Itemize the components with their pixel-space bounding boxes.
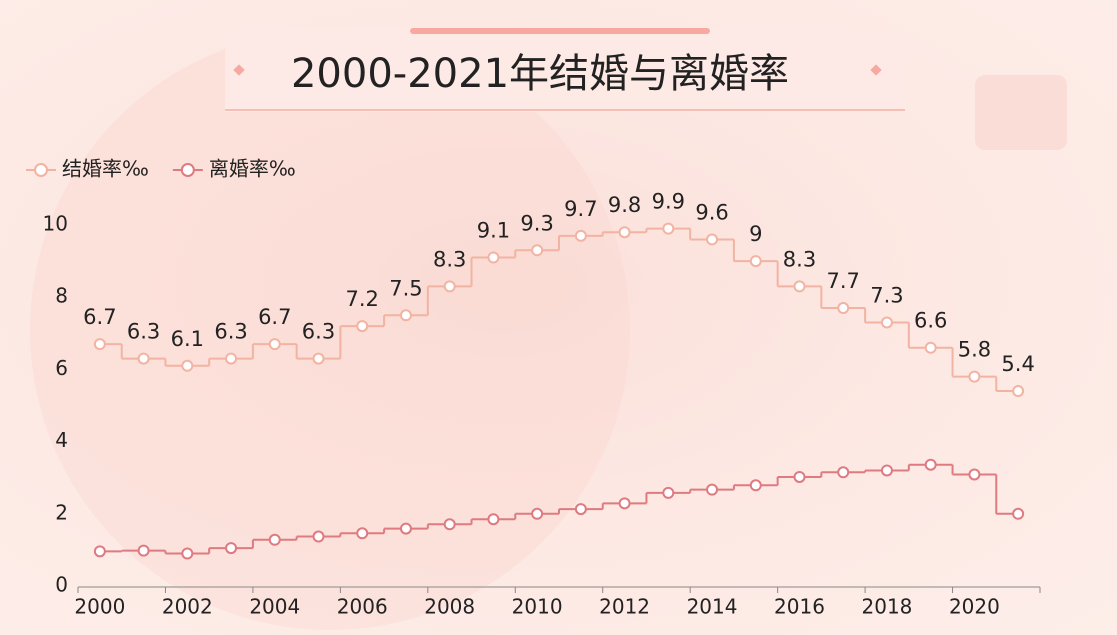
point bbox=[399, 522, 412, 535]
point bbox=[880, 316, 893, 329]
title-accent bbox=[410, 28, 710, 34]
point bbox=[312, 352, 325, 365]
y-tick-label: 6 bbox=[55, 356, 68, 380]
point bbox=[487, 513, 500, 526]
data-label: 5.8 bbox=[958, 338, 991, 362]
point bbox=[924, 341, 937, 354]
point bbox=[880, 464, 893, 477]
x-tick-label: 2008 bbox=[424, 595, 475, 619]
x-tick-label: 2018 bbox=[862, 595, 913, 619]
point bbox=[443, 518, 456, 531]
point bbox=[837, 466, 850, 479]
point bbox=[312, 530, 325, 543]
point bbox=[924, 458, 937, 471]
chart-title: 2000-2021年结婚与离婚率 bbox=[291, 51, 789, 97]
data-label: 5.4 bbox=[1001, 352, 1034, 376]
y-tick-label: 4 bbox=[55, 428, 68, 452]
data-label: 6.1 bbox=[171, 327, 204, 351]
data-label: 6.6 bbox=[914, 309, 947, 333]
data-label: 9.3 bbox=[520, 211, 553, 235]
data-label: 7.3 bbox=[870, 283, 903, 307]
point bbox=[181, 359, 194, 372]
point bbox=[93, 338, 106, 351]
x-tick-label: 2012 bbox=[599, 595, 650, 619]
y-tick-label: 10 bbox=[43, 212, 68, 236]
point bbox=[968, 468, 981, 481]
data-label: 9.9 bbox=[652, 190, 685, 214]
point bbox=[268, 338, 281, 351]
legend-label: 离婚率‰ bbox=[209, 157, 296, 181]
point bbox=[137, 352, 150, 365]
point bbox=[268, 533, 281, 546]
point bbox=[356, 527, 369, 540]
point bbox=[137, 544, 150, 557]
point bbox=[662, 222, 675, 235]
data-label: 6.3 bbox=[127, 320, 160, 344]
data-label: 8.3 bbox=[783, 247, 816, 271]
x-tick-label: 2000 bbox=[74, 595, 125, 619]
point bbox=[706, 233, 719, 246]
point bbox=[225, 352, 238, 365]
x-tick-label: 2016 bbox=[774, 595, 825, 619]
background-globe bbox=[30, 30, 630, 630]
x-tick-label: 2020 bbox=[949, 595, 1000, 619]
data-label: 8.3 bbox=[433, 247, 466, 271]
point bbox=[443, 280, 456, 293]
data-label: 6.3 bbox=[214, 320, 247, 344]
point bbox=[706, 483, 719, 496]
point bbox=[618, 226, 631, 239]
point bbox=[181, 547, 194, 560]
title-banner bbox=[225, 28, 905, 112]
point bbox=[662, 486, 675, 499]
data-label: 7.5 bbox=[389, 276, 422, 300]
x-tick-label: 2004 bbox=[249, 595, 300, 619]
data-label: 6.7 bbox=[83, 305, 116, 329]
point bbox=[1012, 507, 1025, 520]
x-tick-label: 2002 bbox=[162, 595, 213, 619]
y-tick-label: 0 bbox=[55, 573, 68, 597]
x-tick-label: 2010 bbox=[512, 595, 563, 619]
data-label: 9 bbox=[749, 222, 762, 246]
point bbox=[93, 545, 106, 558]
point bbox=[749, 255, 762, 268]
data-label: 9.7 bbox=[564, 197, 597, 221]
point bbox=[531, 507, 544, 520]
point bbox=[574, 503, 587, 516]
y-tick-label: 8 bbox=[55, 284, 68, 308]
point bbox=[487, 251, 500, 264]
point bbox=[356, 320, 369, 333]
data-label: 6.7 bbox=[258, 305, 291, 329]
data-label: 9.6 bbox=[695, 200, 728, 224]
x-tick-label: 2006 bbox=[337, 595, 388, 619]
point bbox=[574, 229, 587, 242]
point bbox=[1012, 385, 1025, 398]
data-label: 6.3 bbox=[302, 320, 335, 344]
legend-label: 结婚率‰ bbox=[62, 157, 149, 181]
data-label: 9.1 bbox=[477, 218, 510, 242]
point bbox=[749, 479, 762, 492]
point bbox=[531, 244, 544, 257]
point bbox=[968, 370, 981, 383]
point bbox=[793, 280, 806, 293]
data-label: 7.2 bbox=[346, 287, 379, 311]
x-tick-label: 2014 bbox=[687, 595, 738, 619]
point bbox=[837, 302, 850, 315]
point bbox=[793, 470, 806, 483]
legend-marker bbox=[180, 163, 195, 177]
point bbox=[399, 309, 412, 322]
legend-marker bbox=[34, 163, 48, 177]
point bbox=[618, 497, 631, 510]
background-shape bbox=[975, 75, 1067, 150]
data-label: 9.8 bbox=[608, 193, 641, 217]
point bbox=[225, 542, 238, 555]
data-label: 7.7 bbox=[827, 269, 860, 293]
y-tick-label: 2 bbox=[55, 500, 68, 524]
